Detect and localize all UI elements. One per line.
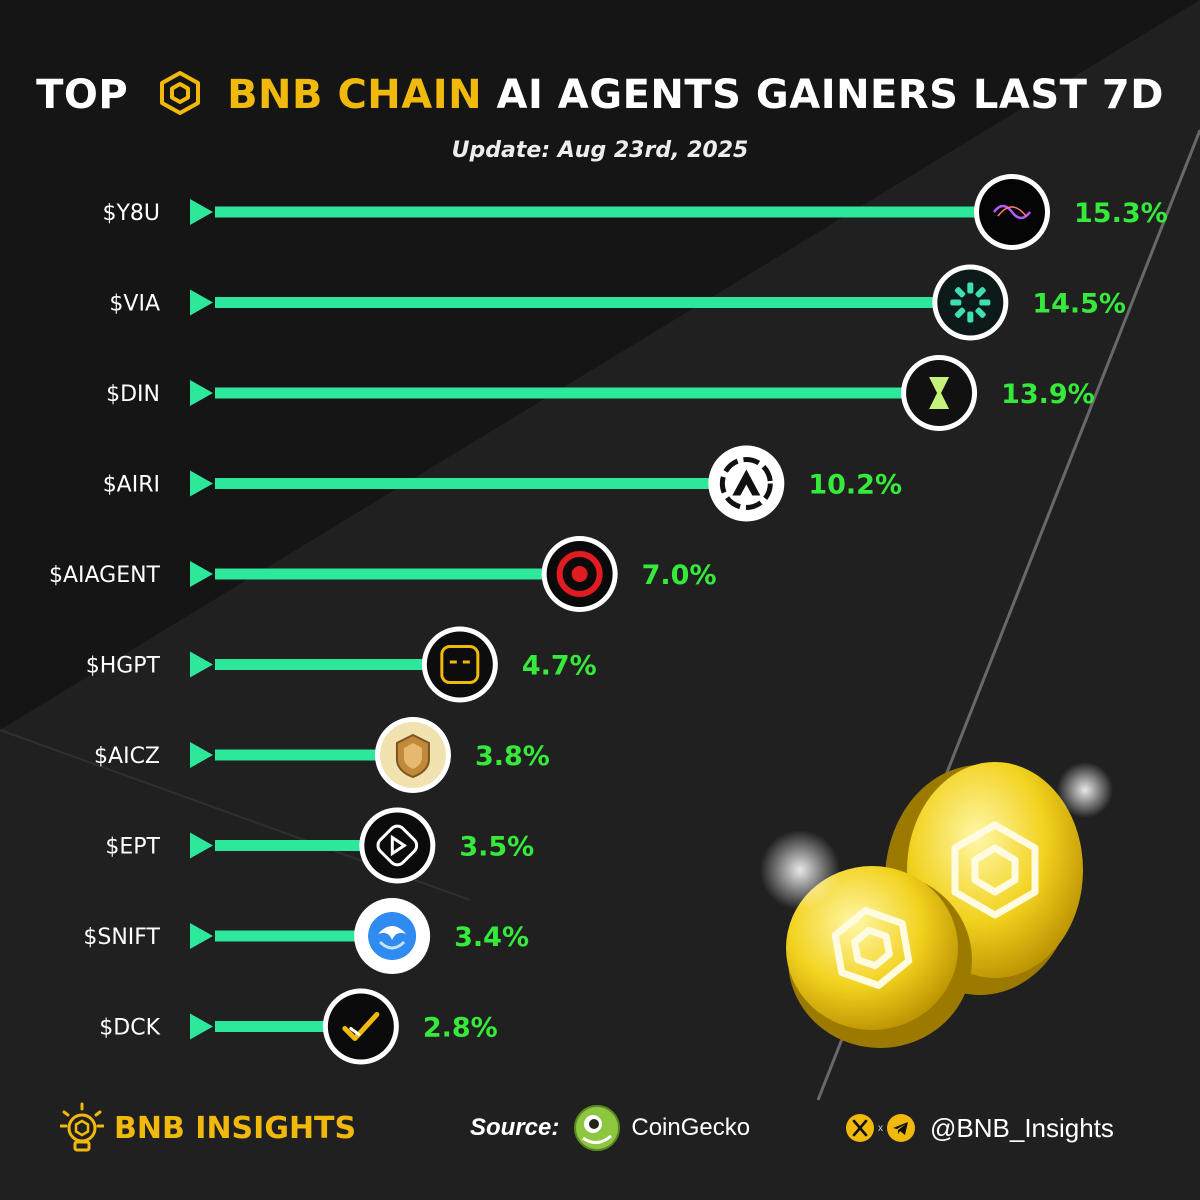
airi-icon <box>713 450 780 517</box>
social-handle[interactable]: @BNB_Insights <box>930 1112 1114 1143</box>
aicz-icon <box>379 722 446 788</box>
category-label: $VIA <box>109 292 160 317</box>
update-date: Update: Aug 23rd, 2025 <box>451 138 749 163</box>
category-label: $AIRI <box>103 473 160 498</box>
value-label: 3.8% <box>475 741 550 772</box>
value-label: 3.4% <box>454 922 529 953</box>
hgpt-icon <box>426 631 493 698</box>
bar <box>215 206 976 218</box>
category-label: $EPT <box>105 835 160 860</box>
bar <box>215 749 377 761</box>
category-label: $HGPT <box>86 654 161 679</box>
y8u-icon <box>979 179 1045 245</box>
coingecko-logo-icon <box>574 1105 621 1151</box>
x-logo-icon[interactable] <box>845 1113 875 1143</box>
value-label: 14.5% <box>1032 289 1126 320</box>
bar <box>215 840 362 851</box>
category-label: $Y8U <box>102 201 160 226</box>
bar-arrow-marker <box>190 832 213 859</box>
bar-arrow-marker <box>190 199 213 225</box>
value-label: 10.2% <box>808 470 902 501</box>
bar <box>215 1021 325 1032</box>
value-label: 3.5% <box>459 832 534 863</box>
value-label: 2.8% <box>423 1013 498 1044</box>
snift-icon <box>359 903 426 969</box>
bar-arrow-marker <box>190 651 213 678</box>
footer-brand: BNB INSIGHTS <box>60 1098 356 1158</box>
title-prefix: TOP <box>36 72 129 118</box>
chart-title: TOP BNB CHAIN AI AGENTS GAINERS LAST 7D <box>0 70 1200 118</box>
value-label: 4.7% <box>522 651 597 682</box>
bar-arrow-marker <box>190 380 213 406</box>
bar-arrow-marker <box>190 470 213 497</box>
footer-social: x @BNB_Insights <box>845 1098 1114 1158</box>
bar <box>215 568 544 580</box>
ept-icon <box>364 812 431 879</box>
bar <box>215 478 711 489</box>
value-label: 13.9% <box>1001 379 1095 410</box>
value-label: 7.0% <box>642 560 717 591</box>
category-label: $SNIFT <box>83 925 160 950</box>
footer-source: Source: CoinGecko <box>470 1098 750 1158</box>
din-icon <box>906 360 973 426</box>
dck-icon <box>327 993 394 1060</box>
bnb-insights-bulb-icon <box>60 1102 104 1152</box>
footer-brand-text: BNB INSIGHTS <box>114 1110 357 1146</box>
category-label: $DCK <box>99 1016 160 1041</box>
bar-arrow-marker <box>190 561 213 587</box>
source-label: Source: <box>470 1114 560 1141</box>
via-icon <box>937 269 1004 336</box>
bnb-chain-logo-icon <box>159 71 200 115</box>
bar <box>215 297 935 308</box>
category-label: $AICZ <box>94 744 160 769</box>
social-cross: x <box>878 1122 883 1134</box>
telegram-logo-icon[interactable] <box>886 1113 916 1143</box>
bar-arrow-marker <box>190 923 213 949</box>
source-name: CoinGecko <box>631 1114 751 1141</box>
bar <box>215 930 357 942</box>
aiagent-icon <box>546 541 613 607</box>
bar-arrow-marker <box>190 289 213 316</box>
title-suffix: AI AGENTS GAINERS LAST 7D <box>496 72 1164 118</box>
category-label: $AIAGENT <box>49 563 161 588</box>
category-label: $DIN <box>106 382 160 407</box>
bar <box>215 659 424 670</box>
bar-arrow-marker <box>190 742 213 768</box>
bnb-coins-decoration <box>760 762 1113 1048</box>
title-brand: BNB CHAIN <box>227 72 483 118</box>
bar-arrow-marker <box>190 1013 213 1040</box>
bar <box>215 387 904 399</box>
value-label: 15.3% <box>1074 198 1168 229</box>
